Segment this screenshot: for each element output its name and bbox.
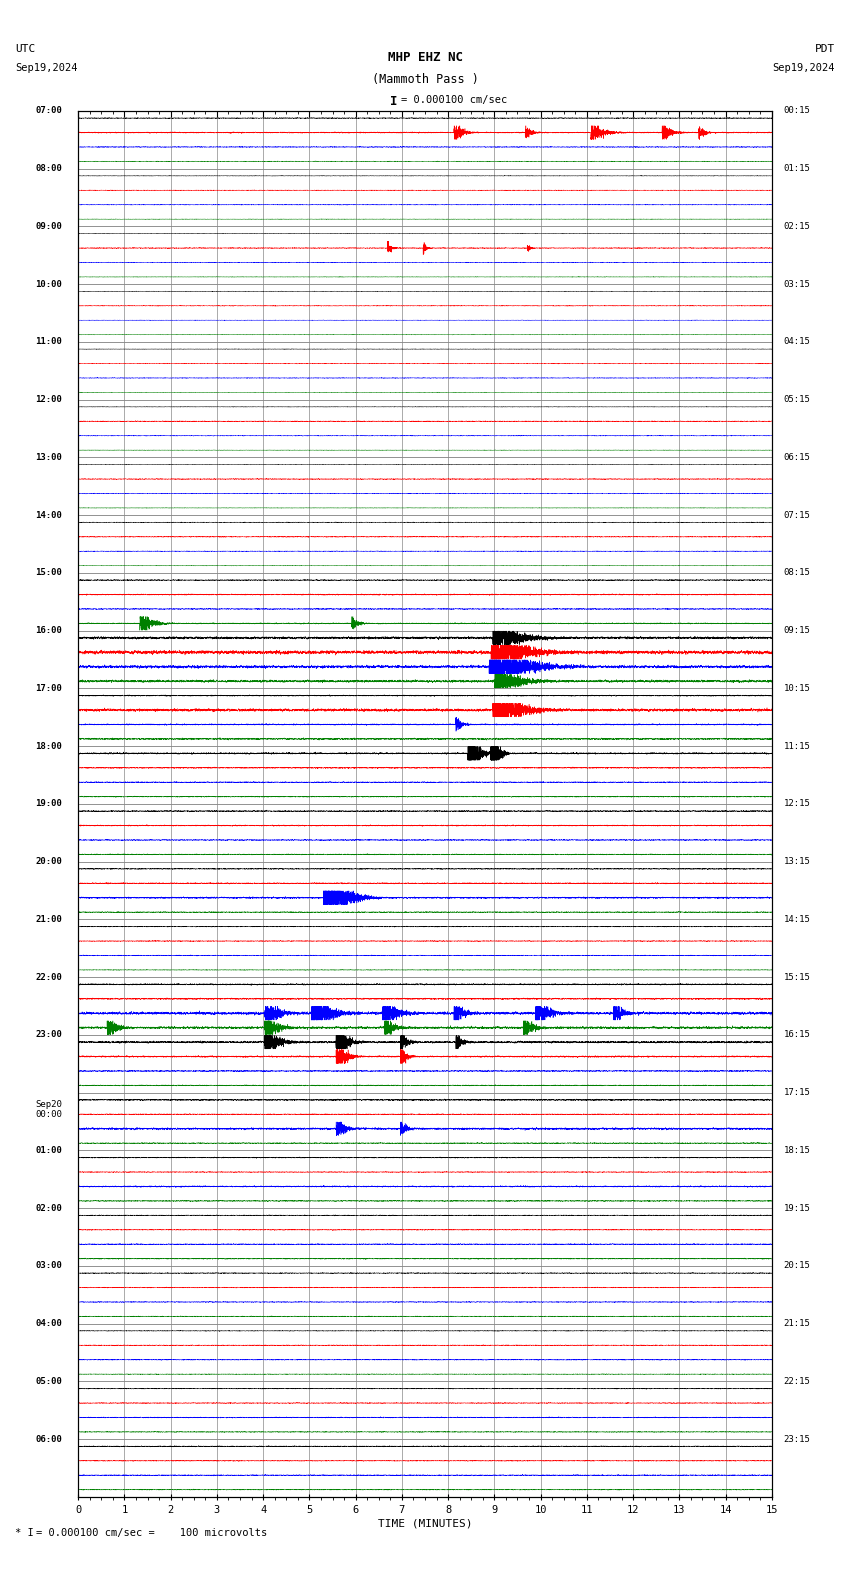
Text: Sep19,2024: Sep19,2024	[15, 63, 78, 73]
Text: 19:15: 19:15	[784, 1204, 810, 1213]
Text: 20:15: 20:15	[784, 1261, 810, 1270]
Text: 10:15: 10:15	[784, 684, 810, 692]
Text: 06:15: 06:15	[784, 453, 810, 463]
Text: UTC: UTC	[15, 44, 36, 54]
Text: 07:15: 07:15	[784, 510, 810, 520]
Text: 22:00: 22:00	[35, 973, 62, 982]
Text: 23:00: 23:00	[35, 1030, 62, 1039]
Text: 09:15: 09:15	[784, 626, 810, 635]
Text: 02:15: 02:15	[784, 222, 810, 231]
Text: Sep19,2024: Sep19,2024	[772, 63, 835, 73]
Text: 20:00: 20:00	[35, 857, 62, 866]
Text: 14:15: 14:15	[784, 916, 810, 923]
Text: MHP EHZ NC: MHP EHZ NC	[388, 51, 462, 63]
Text: = 0.000100 cm/sec =    100 microvolts: = 0.000100 cm/sec = 100 microvolts	[36, 1529, 267, 1538]
Text: 07:00: 07:00	[35, 106, 62, 116]
Text: 16:00: 16:00	[35, 626, 62, 635]
Text: 23:15: 23:15	[784, 1435, 810, 1443]
Text: 14:00: 14:00	[35, 510, 62, 520]
X-axis label: TIME (MINUTES): TIME (MINUTES)	[377, 1519, 473, 1529]
Text: = 0.000100 cm/sec: = 0.000100 cm/sec	[401, 95, 507, 105]
Text: (Mammoth Pass ): (Mammoth Pass )	[371, 73, 479, 86]
Text: 08:00: 08:00	[35, 165, 62, 173]
Text: 02:00: 02:00	[35, 1204, 62, 1213]
Text: 17:00: 17:00	[35, 684, 62, 692]
Text: * I: * I	[15, 1529, 34, 1538]
Text: 04:15: 04:15	[784, 337, 810, 347]
Text: 04:00: 04:00	[35, 1319, 62, 1327]
Text: 15:00: 15:00	[35, 569, 62, 578]
Text: I: I	[390, 95, 397, 108]
Text: 09:00: 09:00	[35, 222, 62, 231]
Text: 13:15: 13:15	[784, 857, 810, 866]
Text: 05:15: 05:15	[784, 394, 810, 404]
Text: 01:00: 01:00	[35, 1145, 62, 1155]
Text: 10:00: 10:00	[35, 280, 62, 288]
Text: 03:00: 03:00	[35, 1261, 62, 1270]
Text: 05:00: 05:00	[35, 1376, 62, 1386]
Text: 03:15: 03:15	[784, 280, 810, 288]
Text: 06:00: 06:00	[35, 1435, 62, 1443]
Text: 21:15: 21:15	[784, 1319, 810, 1327]
Text: 21:00: 21:00	[35, 916, 62, 923]
Text: PDT: PDT	[814, 44, 835, 54]
Text: Sep20: Sep20	[35, 1099, 62, 1109]
Text: 11:00: 11:00	[35, 337, 62, 347]
Text: 00:00: 00:00	[35, 1099, 62, 1120]
Text: 22:15: 22:15	[784, 1376, 810, 1386]
Text: 01:15: 01:15	[784, 165, 810, 173]
Text: 13:00: 13:00	[35, 453, 62, 463]
Text: 12:00: 12:00	[35, 394, 62, 404]
Text: 18:15: 18:15	[784, 1145, 810, 1155]
Text: 18:00: 18:00	[35, 741, 62, 751]
Text: 11:15: 11:15	[784, 741, 810, 751]
Text: 16:15: 16:15	[784, 1030, 810, 1039]
Text: 12:15: 12:15	[784, 800, 810, 808]
Text: 15:15: 15:15	[784, 973, 810, 982]
Text: 00:15: 00:15	[784, 106, 810, 116]
Text: 08:15: 08:15	[784, 569, 810, 578]
Text: 17:15: 17:15	[784, 1088, 810, 1098]
Text: 19:00: 19:00	[35, 800, 62, 808]
